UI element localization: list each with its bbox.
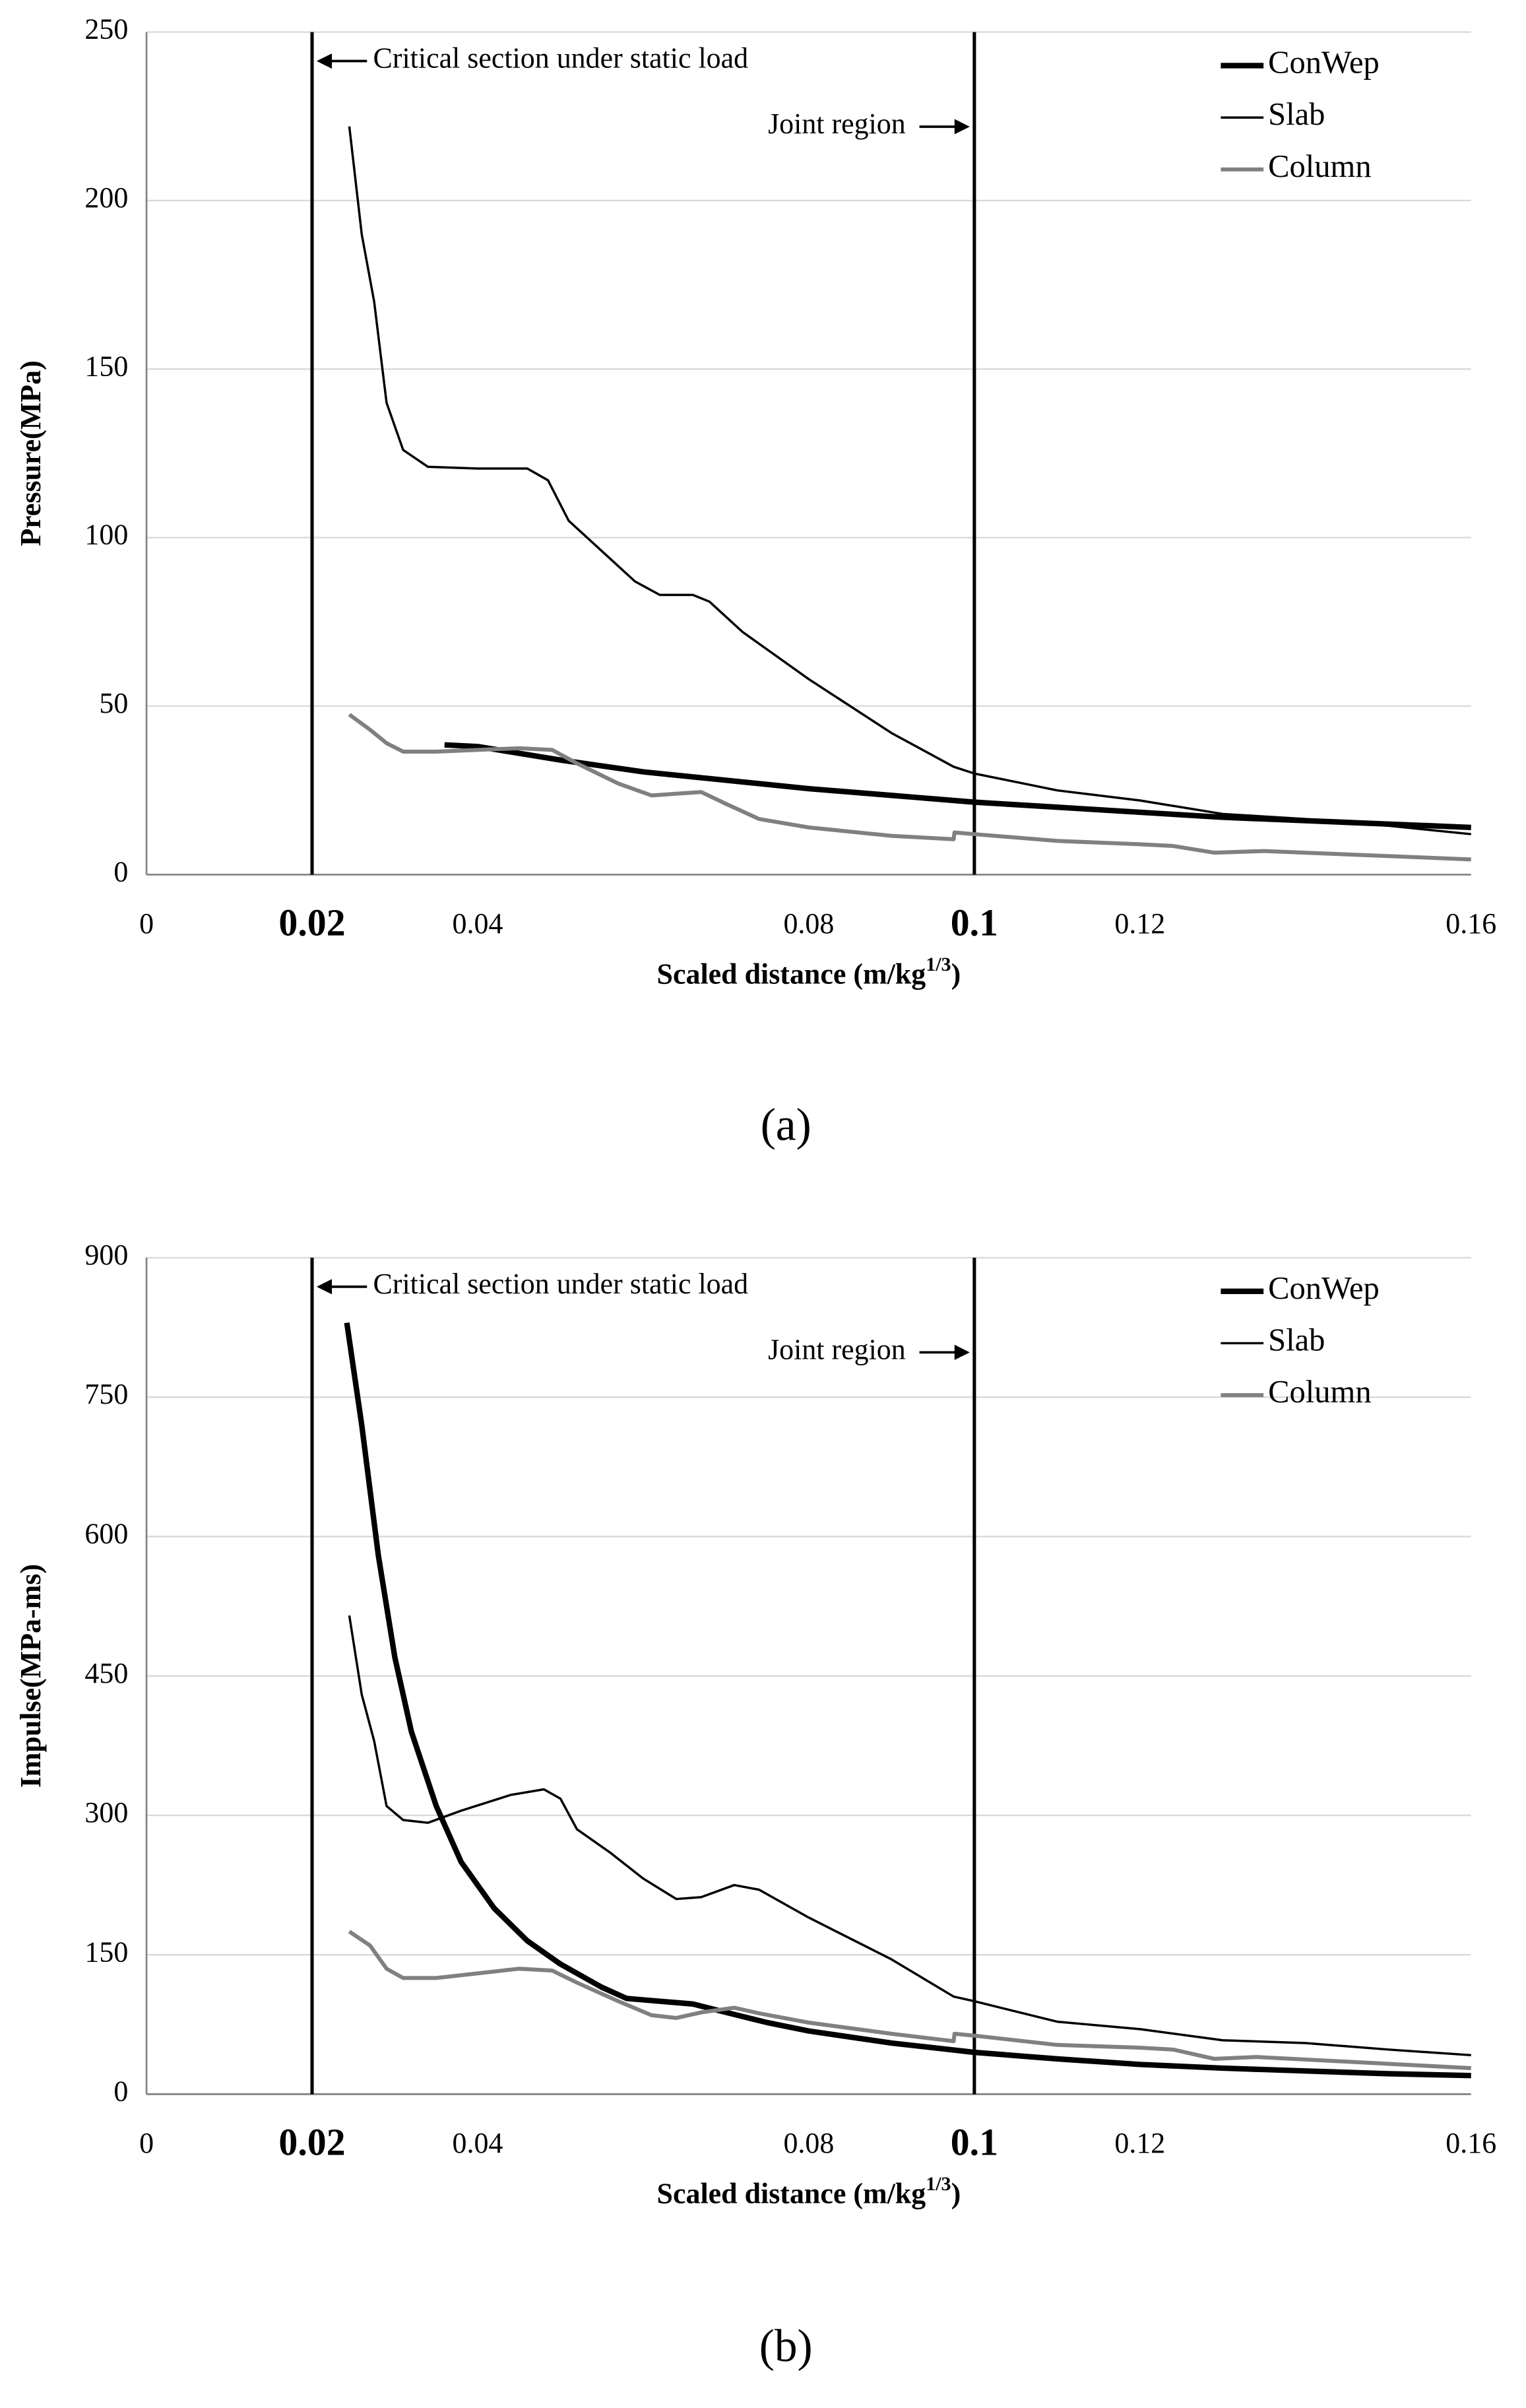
y-axis-label: Pressure(MPa) xyxy=(15,360,47,546)
y-tick-label: 0 xyxy=(113,2075,128,2108)
x-tick-label: 0 xyxy=(139,907,154,940)
series-line xyxy=(348,1930,1471,2071)
y-tick-label: 150 xyxy=(84,1936,128,1968)
y-tick-label: 50 xyxy=(99,687,128,719)
x-axis-label-text: Scaled distance (m/kg xyxy=(657,958,926,990)
arrow-head xyxy=(954,119,970,135)
series-line xyxy=(444,742,1471,831)
x-tick-label: 0.12 xyxy=(1114,2127,1165,2159)
x-tick-label: 0.1 xyxy=(951,2120,998,2163)
x-tick-label: 0.02 xyxy=(278,901,345,944)
arrow-head xyxy=(954,1344,970,1360)
y-axis-label: Impulse(MPa-ms) xyxy=(15,1564,47,1788)
series-line xyxy=(344,1322,1471,2079)
arrow-head xyxy=(316,53,333,69)
chart: 0 150 300 450 600 750 900 0 0.02 0.04 0.08 0.1 0.12 0… xyxy=(15,1239,1496,2372)
series-line xyxy=(348,713,1471,862)
x-tick-label: 0.04 xyxy=(453,2127,503,2159)
y-tick-label: 0 xyxy=(113,855,128,888)
y-tick-label: 200 xyxy=(84,181,128,214)
x-tick-label: 0.08 xyxy=(783,907,834,940)
series-line xyxy=(348,126,1471,835)
y-tick-label: 100 xyxy=(84,519,128,551)
y-tick-label: 600 xyxy=(84,1518,128,1550)
chart: 0 50 100 150 200 250 0 0.02 0.04 0.08 0.1 0.12 0.16 S… xyxy=(15,13,1496,1151)
y-tick-label: 900 xyxy=(84,1239,128,1271)
annotation: Joint region xyxy=(768,108,906,140)
x-axis-label-close: ) xyxy=(951,958,961,990)
caption: (b) xyxy=(759,2321,813,2372)
legend-label: Slab xyxy=(1268,96,1325,132)
x-axis-label-text: Scaled distance (m/kg xyxy=(657,2177,926,2209)
y-tick-label: 450 xyxy=(84,1657,128,1689)
annotation: Critical section under static load xyxy=(373,1268,749,1300)
x-tick-label: 0.02 xyxy=(278,2120,345,2163)
legend-label: Slab xyxy=(1268,1322,1325,1358)
x-tick-label: 0 xyxy=(139,2127,154,2159)
y-tick-label: 750 xyxy=(84,1378,128,1410)
x-tick-label: 0.08 xyxy=(783,2127,834,2159)
x-axis-label: Scaled distance (m/kg1/3) xyxy=(657,2172,961,2209)
annotation: Critical section under static load xyxy=(373,42,749,75)
legend-label: Column xyxy=(1268,1374,1372,1410)
legend-label: Column xyxy=(1268,148,1372,184)
legend-label: ConWep xyxy=(1268,1270,1380,1306)
x-axis-label-sup: 1/3 xyxy=(926,953,951,975)
y-tick-label: 250 xyxy=(84,13,128,46)
x-axis-label: Scaled distance (m/kg1/3) xyxy=(657,953,961,990)
series-line xyxy=(348,1615,1471,2057)
x-tick-label: 0.12 xyxy=(1114,907,1165,940)
annotation: Joint region xyxy=(768,1333,906,1365)
y-tick-label: 150 xyxy=(84,350,128,382)
x-tick-label: 0.1 xyxy=(951,901,998,944)
x-axis-label-close: ) xyxy=(951,2177,961,2209)
caption: (a) xyxy=(761,1100,811,1151)
y-tick-label: 300 xyxy=(84,1796,128,1829)
x-tick-label: 0.16 xyxy=(1446,907,1496,940)
arrow-head xyxy=(316,1279,333,1295)
x-tick-label: 0.04 xyxy=(453,907,503,940)
x-axis-label-sup: 1/3 xyxy=(926,2172,951,2195)
x-tick-label: 0.16 xyxy=(1446,2127,1496,2159)
legend-label: ConWep xyxy=(1268,45,1380,81)
